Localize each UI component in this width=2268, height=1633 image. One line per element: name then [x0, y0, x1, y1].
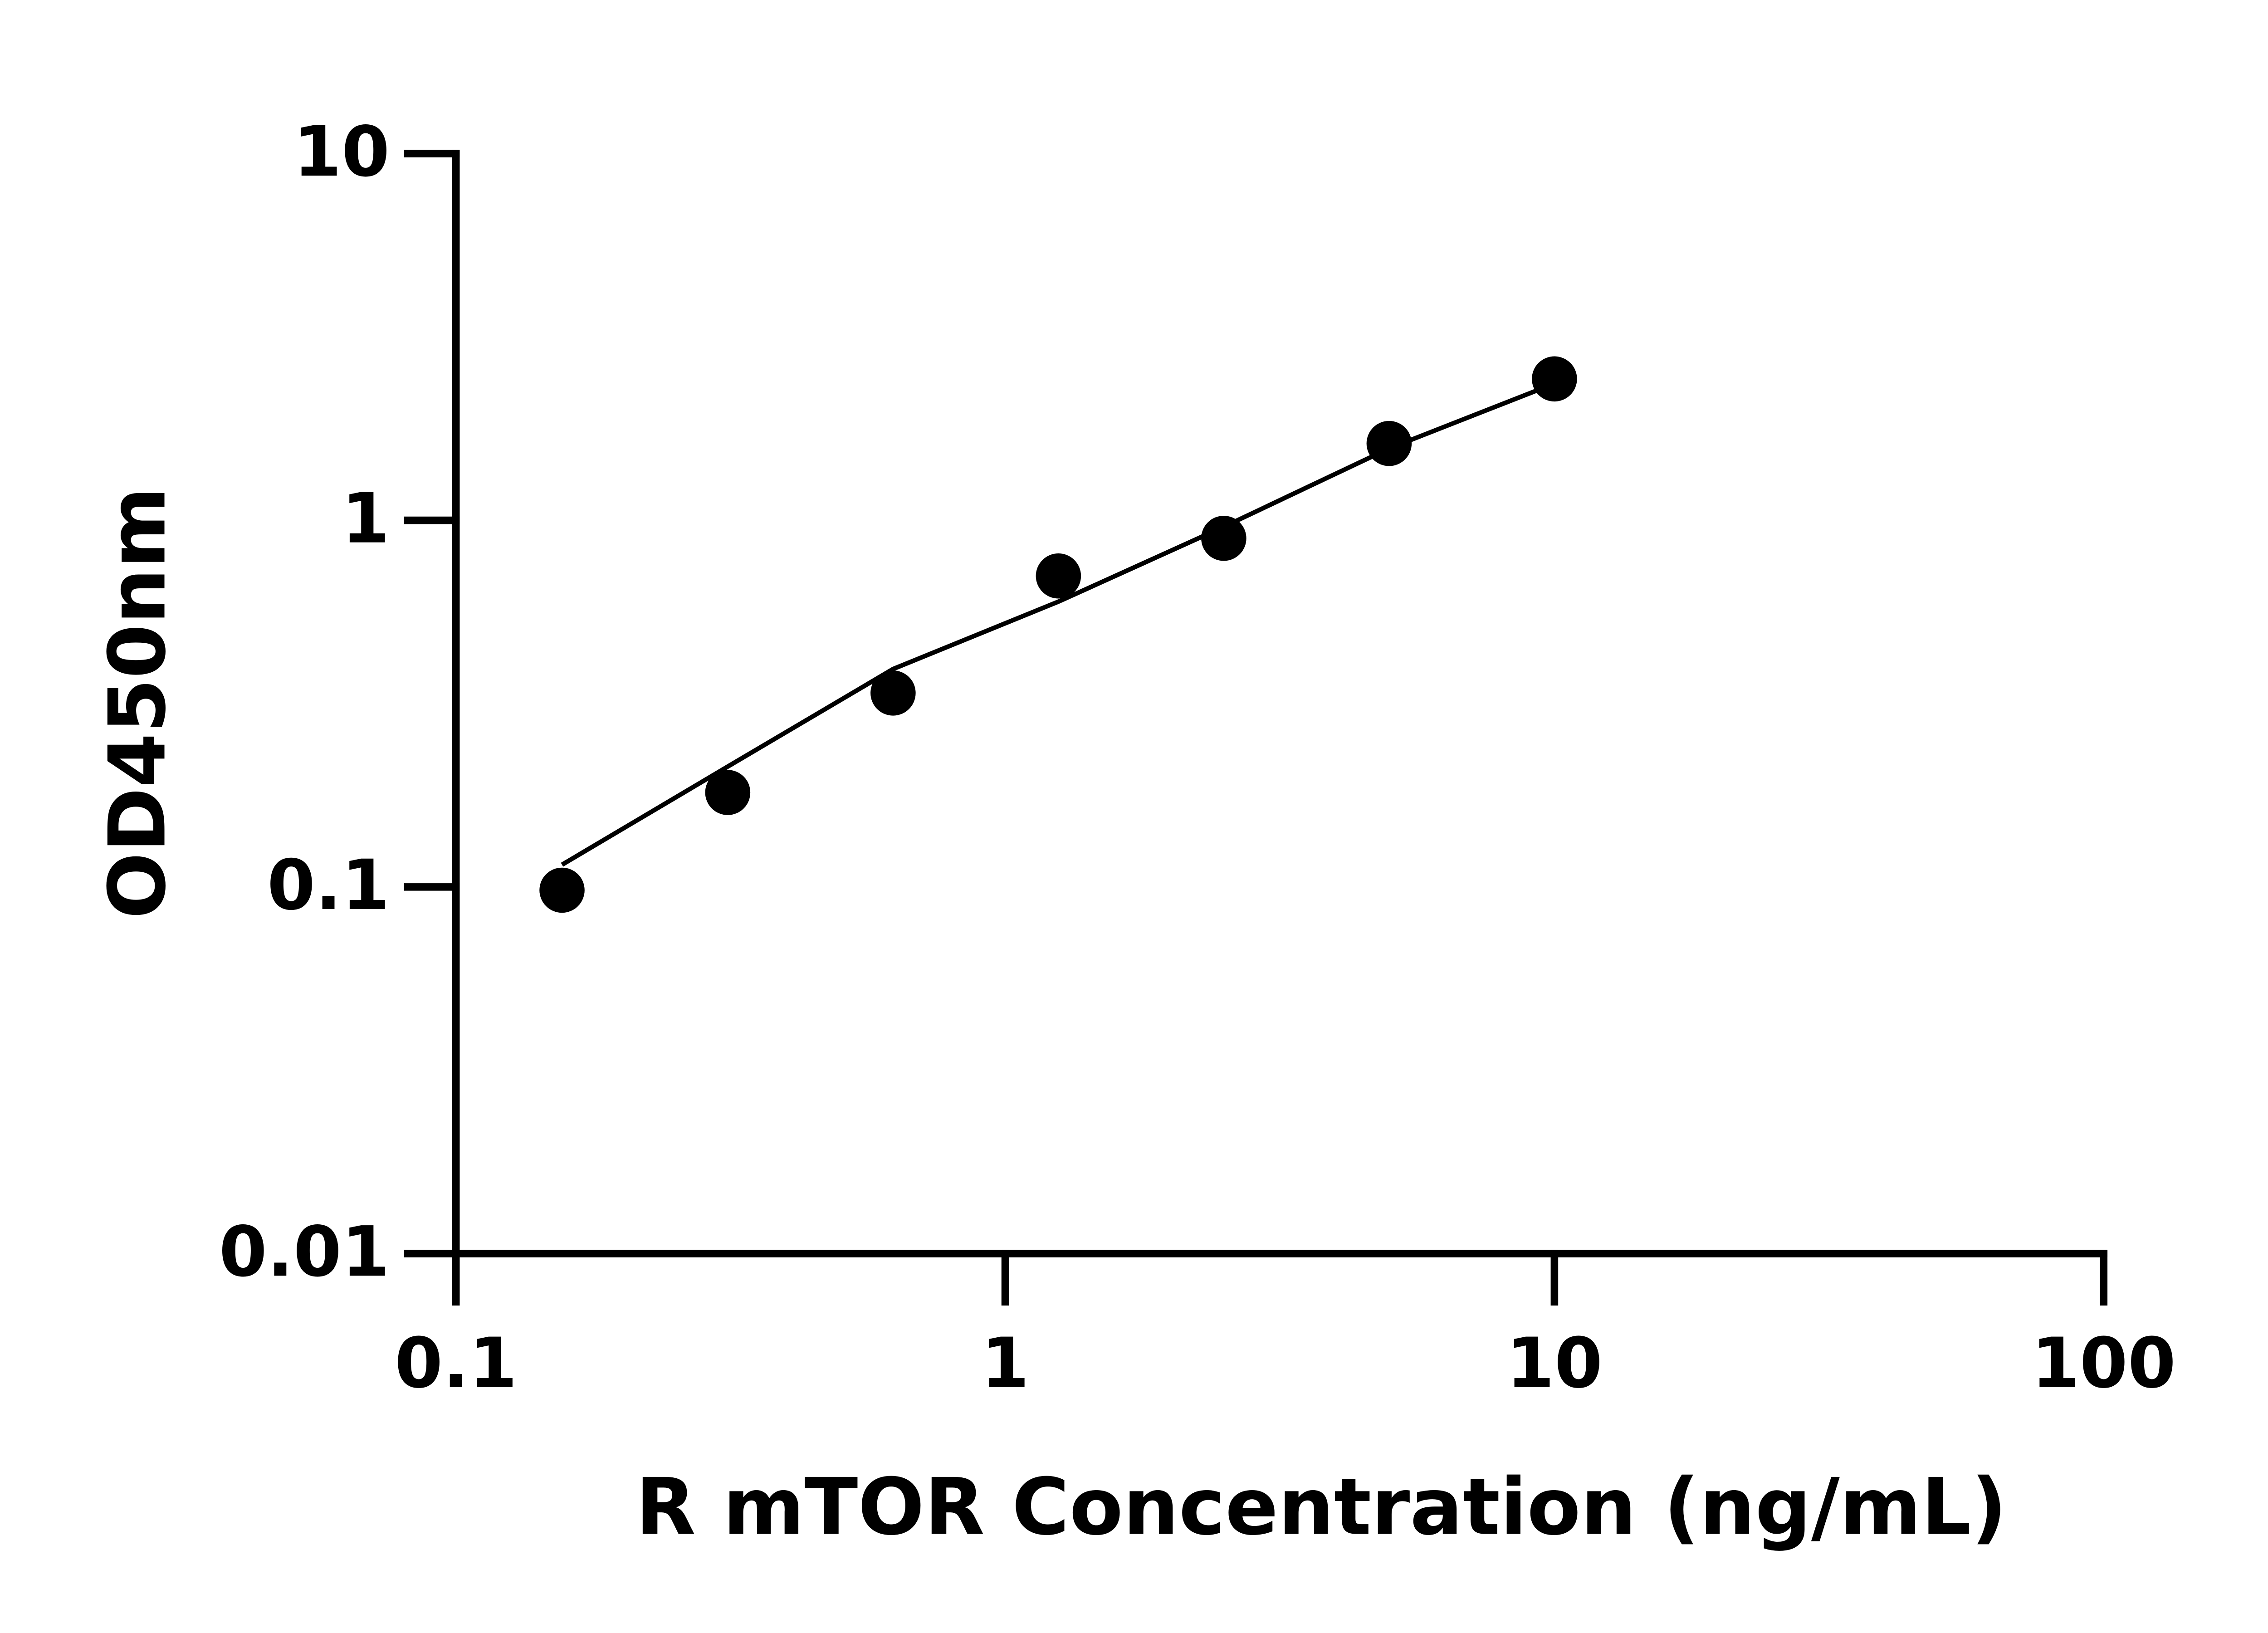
- y-tick-label: 0.01: [219, 1211, 390, 1292]
- y-tick-label: 1: [342, 478, 390, 559]
- data-point: [1036, 553, 1081, 599]
- data-point: [1532, 356, 1577, 402]
- data-point: [705, 770, 751, 815]
- y-axis-title: OD450nm: [92, 487, 183, 919]
- x-tick-label: 0.1: [395, 1323, 517, 1403]
- x-tick-label: 1: [981, 1323, 1029, 1403]
- y-tick-label: 10: [293, 111, 390, 192]
- data-point: [1366, 420, 1412, 466]
- x-tick-label: 10: [1506, 1323, 1603, 1403]
- x-tick-label: 100: [2031, 1323, 2176, 1403]
- data-point: [870, 670, 916, 716]
- y-tick-label: 0.1: [267, 845, 390, 925]
- data-point: [1201, 515, 1246, 561]
- data-point: [539, 867, 585, 913]
- x-axis-title: R mTOR Concentration (ng/mL): [635, 1462, 2007, 1553]
